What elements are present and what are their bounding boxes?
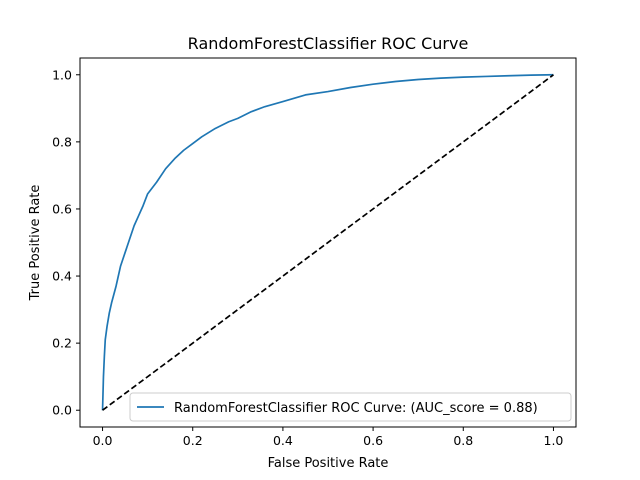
y-tick-label: 0.8 (52, 134, 72, 149)
y-tick-label: 0.4 (52, 269, 72, 284)
x-tick-label: 0.6 (363, 433, 383, 448)
chance-diagonal-line (102, 74, 554, 411)
y-tick-label: 1.0 (52, 67, 72, 82)
y-axis-label: True Positive Rate (28, 185, 43, 302)
x-tick-label: 0.8 (453, 433, 473, 448)
y-tick-label: 0.2 (52, 336, 72, 351)
legend-label: RandomForestClassifier ROC Curve: (AUC_s… (174, 401, 538, 416)
plot-area (101, 73, 554, 411)
legend-box (129, 392, 572, 422)
plot-frame (79, 57, 577, 428)
y-tick-label: 0.6 (52, 201, 72, 216)
chart-title: RandomForestClassifier ROC Curve (188, 34, 469, 53)
axes-ticks: 0.0 0.2 0.4 0.6 0.8 1.0 0.0 0.2 0.4 0.6 0.8 1.0 (52, 67, 563, 448)
legend: RandomForestClassifier ROC Curve: (AUC_s… (129, 392, 572, 422)
roc-curve-line (101, 73, 554, 411)
x-tick-label: 1.0 (544, 433, 564, 448)
x-tick-label: 0.0 (93, 433, 113, 448)
y-tick-label: 0.0 (52, 403, 72, 418)
x-tick-label: 0.2 (183, 433, 203, 448)
x-tick-label: 0.4 (273, 433, 293, 448)
x-axis-label: False Positive Rate (268, 456, 389, 471)
